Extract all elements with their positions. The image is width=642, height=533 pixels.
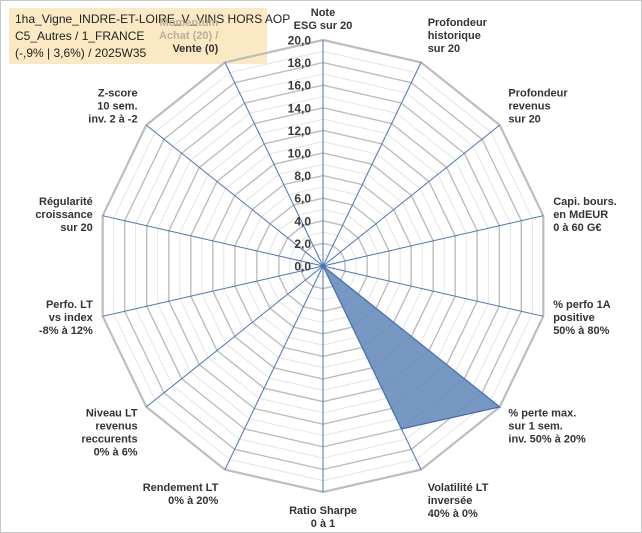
chart-title-box: 1ha_Vigne_INDRE-ET-LOIRE_V_VINS HORS AOP… <box>9 8 291 64</box>
axis-label-line: sur 20 <box>428 43 460 55</box>
axis-spoke <box>322 62 422 267</box>
axis-label: Profondeur historique sur 20 <box>428 17 488 55</box>
axis-label-line: % perte max. <box>508 408 576 420</box>
axis-spoke <box>224 62 324 267</box>
axis-spoke <box>224 265 324 470</box>
axis-spoke <box>102 265 324 317</box>
axis-label: Momentum Achat (20) / Vente (0) <box>159 17 219 55</box>
tick-label: 20,0 <box>288 34 312 48</box>
tick-label: 0,0 <box>294 260 311 274</box>
axis-label-line: reccurents <box>81 434 137 446</box>
axis-label-line: sur 1 sem. <box>508 421 562 433</box>
axis-label-line: 0% à 20% <box>168 495 218 507</box>
axis-label-line: ESG sur 20 <box>294 20 353 32</box>
series-area <box>322 265 502 430</box>
axis-label-line: Achat (20) / <box>159 30 218 42</box>
axis-label-line: vs index <box>49 312 94 324</box>
axis-label: Volatilité LT inversée 40% à 0% <box>428 482 489 520</box>
tick-label: 4,0 <box>294 214 311 228</box>
axis-label: Rendement LT 0% à 20% <box>143 482 219 507</box>
axis-spoke <box>322 215 544 267</box>
axis-label-line: croissance <box>35 209 92 221</box>
axis-spoke <box>322 265 544 317</box>
axis-label-line: inversée <box>428 495 473 507</box>
axis-label: Note ESG sur 20 <box>294 7 353 32</box>
axis-label-line: positive <box>553 312 595 324</box>
axis-label: Niveau LT revenus reccurents 0% à 6% <box>81 408 138 459</box>
tick-label: 6,0 <box>294 192 311 206</box>
axis-label-line: Volatilité LT <box>428 482 489 494</box>
axis-label-line: en MdEUR <box>553 209 608 221</box>
axis-label-line: Niveau LT <box>86 408 138 420</box>
axis-label: Perfo. LT vs index -8% à 12% <box>39 299 94 337</box>
axis-label-line: 40% à 0% <box>428 508 478 520</box>
axis-spoke <box>322 265 422 470</box>
axis-label-line: revenus <box>508 100 550 112</box>
axis-label: Capi. bours. en MdEUR 0 à 60 G€ <box>553 196 617 234</box>
axis-label-line: Rendement LT <box>143 482 219 494</box>
axis-label: Profondeur revenus sur 20 <box>508 87 568 125</box>
axis-label-layer: Note ESG sur 20 Profondeur historique sur 20… <box>35 7 616 530</box>
axis-spoke <box>322 265 501 408</box>
title-line-2: C5_Autres / 1_FRANCE <box>15 29 145 43</box>
tick-label: 18,0 <box>288 56 312 70</box>
axis-label-line: sur 20 <box>60 222 92 234</box>
title-line-1: 1ha_Vigne_INDRE-ET-LOIRE_V_VINS HORS AOP <box>15 12 291 26</box>
tick-layer: 0,0 2,0 4,0 6,0 8,0 10,0 12,0 14,0 16,0 18,0 20,0 <box>288 34 312 274</box>
axis-label-line: Z-score <box>98 87 138 99</box>
axis-label-line: 0 à 60 G€ <box>553 222 601 234</box>
tick-label: 14,0 <box>288 101 312 115</box>
axis-label-line: -8% à 12% <box>39 325 93 337</box>
axis-label: % perfo 1A positive 50% à 80% <box>553 299 611 337</box>
axis-label-line: Profondeur <box>508 87 568 99</box>
series-layer <box>322 265 502 430</box>
tick-label: 2,0 <box>294 237 311 251</box>
axis-label-line: % perfo 1A <box>553 299 611 311</box>
axis-label: Régularité croissance sur 20 <box>35 196 92 234</box>
tick-label: 16,0 <box>288 79 312 93</box>
axis-label: % perte max. sur 1 sem. inv. 50% à 20% <box>508 408 586 446</box>
title-line-3: (-,9% | 3,6%) / 2025W35 <box>15 46 147 60</box>
axis-label-line: 10 sem. <box>97 100 137 112</box>
axis-label-line: inv. 50% à 20% <box>508 434 586 446</box>
axis-label-line: 0 à 1 <box>311 518 335 530</box>
axis-spoke <box>322 124 501 267</box>
axis-label-line: Vente (0) <box>172 43 218 55</box>
tick-label: 8,0 <box>294 169 311 183</box>
axis-spoke <box>145 124 324 267</box>
spoke-layer <box>102 40 544 492</box>
axis-label-line: sur 20 <box>508 113 540 125</box>
axis-label-line: revenus <box>95 421 137 433</box>
axis-label-line: Note <box>311 7 335 19</box>
axis-spoke <box>102 215 324 267</box>
axis-label-line: historique <box>428 30 481 42</box>
axis-label-line: 50% à 80% <box>553 325 609 337</box>
axis-label-line: Profondeur <box>428 17 488 29</box>
axis-label-line: inv. 2 à -2 <box>88 113 137 125</box>
axis-label: Z-score 10 sem. inv. 2 à -2 <box>88 87 137 125</box>
axis-label-line: Momentum <box>160 17 219 29</box>
axis-spoke <box>145 265 324 408</box>
axis-label-line: Régularité <box>39 196 93 208</box>
tick-label: 12,0 <box>288 124 312 138</box>
axis-label: Ratio Sharpe 0 à 1 <box>289 505 357 530</box>
tick-label: 10,0 <box>288 147 312 161</box>
axis-label-line: Perfo. LT <box>46 299 93 311</box>
axis-label-line: 0% à 6% <box>94 447 138 459</box>
axis-label-line: Capi. bours. <box>553 196 617 208</box>
axis-label-line: Ratio Sharpe <box>289 505 357 517</box>
